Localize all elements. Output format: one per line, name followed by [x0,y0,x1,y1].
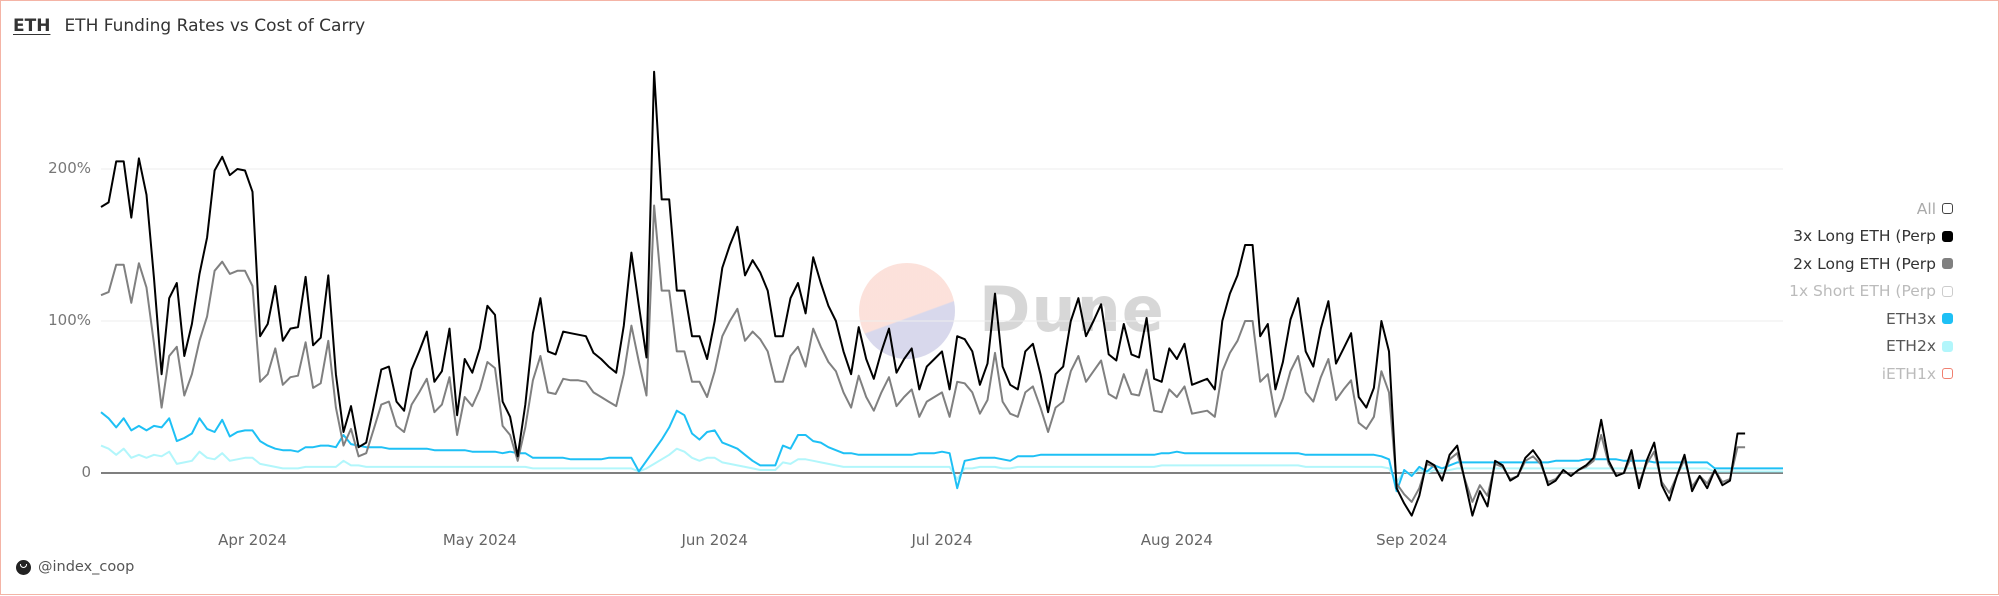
legend-swatch-icon [1942,340,1953,352]
chart-legend: All 3x Long ETH (Perp 2x Long ETH (Perp … [1753,195,1953,388]
dune-watermark: Dune [979,273,1165,346]
y-tick-200: 200% [48,159,91,177]
chart-title: ETH Funding Rates vs Cost of Carry [64,16,366,36]
x-tick-jul: Jul 2024 [911,531,973,549]
legend-swatch-icon [1942,203,1953,215]
dune-logo-icon [859,263,955,359]
chart-footer: @index_coop [16,559,134,575]
legend-swatch-icon [1942,368,1953,380]
legend-swatch-icon [1942,313,1953,325]
legend-item-3x-long-eth[interactable]: 3x Long ETH (Perp [1753,223,1953,251]
legend-item-eth3x[interactable]: ETH3x [1753,305,1953,333]
x-tick-aug: Aug 2024 [1140,531,1213,549]
legend-item-eth2x[interactable]: ETH2x [1753,333,1953,361]
y-tick-0: 0 [81,463,91,481]
x-tick-jun: Jun 2024 [681,531,748,549]
x-tick-may: May 2024 [442,531,517,549]
author-handle[interactable]: @index_coop [38,559,135,575]
legend-item-1x-short-eth[interactable]: 1x Short ETH (Perp [1753,278,1953,306]
legend-swatch-icon [1942,285,1953,297]
legend-item-ieth1x[interactable]: iETH1x [1753,360,1953,388]
y-tick-100: 100% [48,311,91,329]
legend-item-2x-long-eth[interactable]: 2x Long ETH (Perp [1753,250,1953,278]
legend-swatch-icon [1942,230,1953,242]
query-tag-link[interactable]: ETH [13,16,51,36]
chart-header: ETH ETH Funding Rates vs Cost of Carry [13,13,365,39]
series-line-eth3x[interactable] [100,409,1783,493]
legend-swatch-icon [1942,258,1953,270]
index-coop-logo-icon [16,559,31,575]
x-tick-apr: Apr 2024 [218,531,287,549]
x-tick-sep: Sep 2024 [1376,531,1448,549]
series-line-2x-long-eth-perp[interactable] [100,204,1746,503]
series-line-3x-long-eth-perp[interactable] [100,70,1746,517]
legend-item-all[interactable]: All [1753,195,1953,223]
